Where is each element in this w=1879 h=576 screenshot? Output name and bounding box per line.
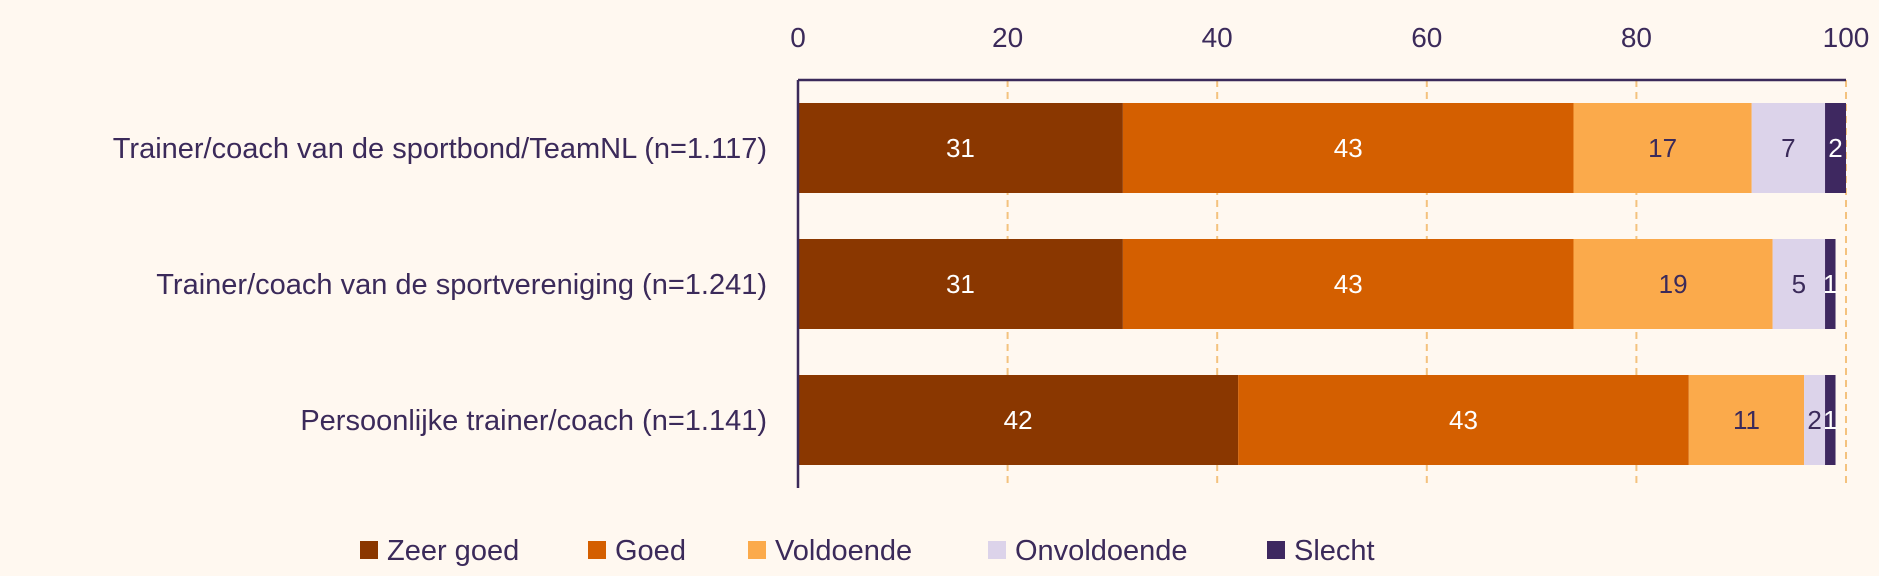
data-label: 5 [1792,269,1806,299]
data-label: 17 [1648,133,1677,163]
data-label: 43 [1449,405,1478,435]
data-label: 31 [946,133,975,163]
bar-segment [1825,239,1836,329]
bar-segment [798,239,1123,329]
data-label: 19 [1659,269,1688,299]
legend-label: Zeer goed [387,535,519,567]
axes [796,78,1846,488]
x-tick-label: 40 [1202,22,1233,53]
bar-segment [1688,375,1805,465]
x-tick-label: 0 [790,22,806,53]
bar-segment [1122,239,1574,329]
legend: Zeer goed Goed Voldoende Onvoldoende Slecht [360,535,1375,567]
legend-label: Voldoende [775,535,912,567]
category-label: Trainer/coach van de sportvereniging (n=… [156,269,767,301]
x-tick-label: 80 [1621,22,1652,53]
bar-segment [1751,103,1826,193]
category-labels: Trainer/coach van de sportbond/TeamNL (n… [113,133,767,437]
bar-segment [1573,239,1773,329]
x-tick-label: 100 [1823,22,1870,53]
data-label: 42 [1004,405,1033,435]
x-tick-label: 20 [992,22,1023,53]
bar-segment [798,375,1239,465]
category-label: Persoonlijke trainer/coach (n=1.141) [300,405,767,437]
bar-segment [1804,375,1826,465]
data-label: 11 [1733,405,1760,435]
legend-label: Onvoldoende [1015,535,1188,567]
bar-segment [1825,375,1836,465]
legend-label: Slecht [1294,535,1375,567]
bar-segment [798,103,1123,193]
legend-swatch [588,541,606,559]
data-label: 7 [1781,133,1795,163]
bar-segment [1238,375,1689,465]
bar-segment [1825,103,1846,193]
bars: 31 43 17 7 231 43 19 5 142 43 11 2 1 [798,103,1846,465]
legend-swatch [988,541,1006,559]
data-label: 1 [1823,405,1837,435]
data-label: 1 [1823,269,1837,299]
x-axis-ticks: 0 20 40 60 80 100 [790,22,1869,53]
legend-swatch [748,541,766,559]
category-label: Trainer/coach van de sportbond/TeamNL (n… [113,133,767,165]
data-label: 43 [1334,269,1363,299]
x-tick-label: 60 [1411,22,1442,53]
data-label: 2 [1807,405,1821,435]
legend-swatch [360,541,378,559]
data-label: 43 [1334,133,1363,163]
legend-swatch [1267,541,1285,559]
bar-segment [1122,103,1574,193]
legend-label: Goed [615,535,686,567]
data-label: 2 [1828,133,1842,163]
bar-segment [1573,103,1752,193]
bar-segment [1772,239,1826,329]
data-label: 31 [946,269,975,299]
